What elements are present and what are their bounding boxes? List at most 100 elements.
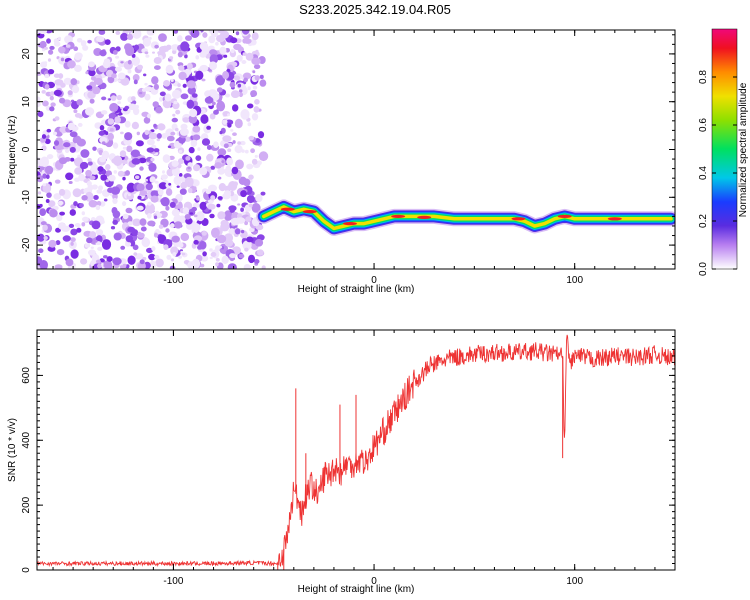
noise-blob <box>115 46 121 52</box>
noise-blob <box>155 258 164 268</box>
noise-blob <box>97 246 103 251</box>
noise-blob <box>187 261 196 269</box>
noise-blob <box>175 127 179 132</box>
noise-blob <box>47 58 52 62</box>
noise-blob <box>243 264 251 269</box>
noise-blob <box>52 131 58 136</box>
noise-blob <box>237 83 242 88</box>
noise-blob <box>244 149 249 154</box>
noise-blob <box>182 101 188 105</box>
noise-blob <box>158 182 168 190</box>
noise-blob <box>103 198 108 202</box>
signal-peak <box>302 210 317 214</box>
signal-peak <box>511 217 526 221</box>
noise-blob <box>122 146 127 150</box>
noise-blob <box>159 96 164 102</box>
noise-blob <box>53 38 59 44</box>
noise-blob <box>250 90 258 97</box>
noise-blob <box>100 220 105 224</box>
noise-blob <box>196 196 201 201</box>
noise-blob <box>73 109 78 114</box>
noise-blob <box>132 74 140 82</box>
noise-blob <box>117 59 126 68</box>
noise-blob <box>77 122 83 127</box>
noise-blob <box>119 150 127 158</box>
noise-blob <box>157 123 166 131</box>
y-tick-label: 200 <box>21 496 32 513</box>
noise-blob <box>37 101 41 108</box>
noise-blob <box>259 79 267 87</box>
signal-peak <box>342 221 357 226</box>
noise-blob <box>125 264 130 269</box>
noise-blob <box>186 62 193 70</box>
noise-blob <box>247 103 254 109</box>
noise-blob <box>127 59 132 65</box>
noise-blob <box>230 129 234 132</box>
noise-blob <box>234 118 243 129</box>
noise-blob <box>49 209 58 218</box>
noise-blob <box>142 88 146 92</box>
noise-blob <box>217 176 222 180</box>
noise-blob <box>43 236 48 240</box>
noise-blob <box>206 145 212 150</box>
noise-blob <box>115 66 122 72</box>
noise-blob <box>221 249 226 255</box>
noise-blob <box>164 93 172 102</box>
noise-blob <box>254 154 258 158</box>
noise-blob <box>181 252 186 256</box>
noise-blob <box>193 214 198 218</box>
noise-blob <box>245 52 254 61</box>
noise-blob <box>48 49 54 55</box>
noise-blob <box>150 195 159 203</box>
noise-blob <box>138 157 147 164</box>
noise-blob <box>74 126 79 131</box>
noise-blob <box>215 75 225 86</box>
spectrogram-ylabel: Frequency (Hz) <box>7 116 18 185</box>
noise-blob <box>238 92 243 98</box>
noise-blob <box>40 265 47 269</box>
noise-blob <box>42 224 48 231</box>
noise-blob <box>202 32 208 38</box>
noise-blob <box>137 261 146 269</box>
noise-blob <box>70 157 75 162</box>
noise-blob <box>82 45 89 51</box>
noise-blob <box>56 214 63 221</box>
noise-blob <box>162 154 171 163</box>
noise-blob <box>176 185 180 188</box>
noise-blob <box>72 188 82 198</box>
noise-blob <box>219 130 223 135</box>
noise-blob <box>167 145 172 149</box>
noise-blob <box>209 213 215 219</box>
noise-blob <box>156 138 160 142</box>
noise-blob <box>246 194 255 204</box>
noise-blob <box>117 101 122 105</box>
colorbar-tick-label: 0.0 <box>698 262 709 276</box>
colorbar-tick-label: 0.8 <box>698 70 709 84</box>
noise-blob <box>158 33 167 42</box>
noise-blob <box>41 145 47 152</box>
noise-blob <box>206 125 212 130</box>
noise-blob <box>101 239 112 250</box>
noise-blob <box>37 32 45 39</box>
noise-blob <box>53 193 62 200</box>
noise-blob <box>185 156 191 161</box>
noise-blob <box>127 69 132 74</box>
noise-blob <box>125 207 133 214</box>
noise-blob <box>65 44 71 48</box>
noise-blob <box>255 194 263 203</box>
signal-peak <box>417 215 432 219</box>
colorbar: 0.0 0.2 0.4 0.6 0.8 Normalized spectral ampl… <box>698 28 749 276</box>
noise-blob <box>237 141 242 145</box>
noise-blob <box>231 166 239 175</box>
noise-blob <box>80 258 88 265</box>
noise-blob <box>247 122 252 127</box>
noise-blob <box>109 176 114 180</box>
noise-blob <box>110 95 117 101</box>
noise-blob <box>240 190 247 198</box>
noise-blob <box>143 73 147 77</box>
noise-blob <box>242 72 252 80</box>
noise-blob <box>248 254 255 264</box>
noise-blob <box>136 183 145 192</box>
noise-blob <box>145 54 150 58</box>
noise-blob <box>132 244 139 251</box>
